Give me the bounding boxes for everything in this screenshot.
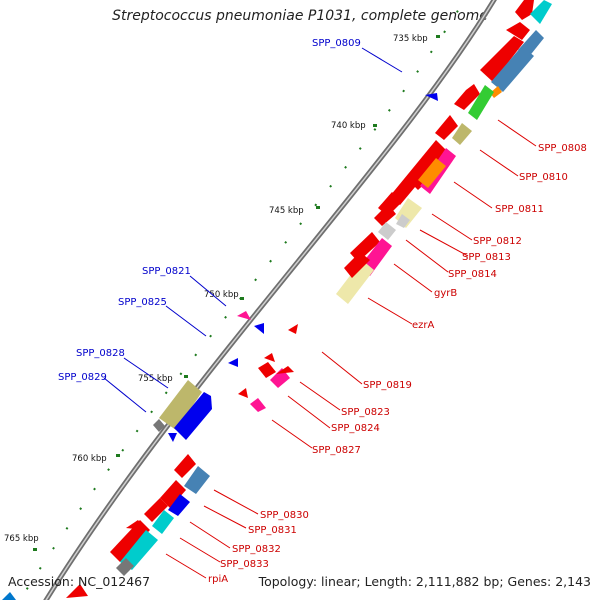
- gene-red: [506, 22, 530, 40]
- reverse-strand-features: [2, 0, 552, 600]
- gene-orange: [490, 86, 502, 98]
- tick-745: 745 kbp: [269, 206, 320, 216]
- gene-spp-0829b: [153, 419, 165, 432]
- gene-label-spp-0812[interactable]: SPP_0812: [473, 236, 522, 247]
- gene-spp-0821[interactable]: [237, 311, 251, 320]
- genome-backbone-highlight: [45, 0, 495, 600]
- tick-760: 760 kbp: [72, 454, 120, 464]
- gene-label-spp-0823[interactable]: SPP_0823: [341, 407, 390, 418]
- gene-label-spp-0810[interactable]: SPP_0810: [519, 172, 568, 183]
- gene-red: [454, 84, 480, 110]
- gene-label-spp-0809[interactable]: SPP_0809: [312, 38, 361, 49]
- gene-red: [126, 520, 146, 530]
- gene-cyan: [530, 0, 552, 24]
- gene-label-spp-0821[interactable]: SPP_0821: [142, 266, 191, 277]
- gene-spp-0826[interactable]: [228, 358, 238, 367]
- gene-red: [378, 192, 402, 216]
- gene-label-ezra[interactable]: ezrA: [412, 320, 435, 331]
- gene-label-spp-0813[interactable]: SPP_0813: [462, 252, 511, 263]
- gene-red: [160, 480, 186, 508]
- gene-spp-0832[interactable]: [152, 510, 174, 534]
- genome-summary: Topology: linear; Length: 2,111,882 bp; …: [258, 574, 591, 589]
- gene-spp-0819[interactable]: [288, 324, 298, 334]
- gene-red: [174, 454, 196, 478]
- gene-label-spp-0811[interactable]: SPP_0811: [495, 204, 544, 215]
- gene-rpia[interactable]: [116, 558, 134, 576]
- gene-spp-0828[interactable]: [159, 380, 202, 430]
- gene-red: [480, 36, 524, 82]
- gene-orange: [418, 158, 446, 188]
- gene-red: [110, 520, 150, 562]
- gene-label-spp-0824[interactable]: SPP_0824: [331, 423, 380, 434]
- tick-label: 760 kbp: [72, 454, 107, 464]
- gene-label-spp-0831[interactable]: SPP_0831: [248, 525, 297, 536]
- gene-spp-0809[interactable]: [425, 93, 438, 101]
- gene-blue: [491, 46, 534, 92]
- gene-label-spp-0827[interactable]: SPP_0827: [312, 445, 361, 456]
- forward-strand-features: [153, 93, 438, 442]
- gene-red: [515, 0, 534, 20]
- gene-red: [435, 115, 458, 140]
- tick-label: 740 kbp: [331, 121, 366, 131]
- reverse-leaders: [165, 119, 537, 579]
- gene-red: [238, 388, 248, 398]
- gene-red: [144, 498, 168, 522]
- gene-spp-0810[interactable]: [452, 123, 472, 145]
- gene-spp-0830[interactable]: [184, 466, 210, 494]
- tick-guide: [19, 0, 466, 600]
- gene-spp-0829[interactable]: [174, 392, 212, 440]
- gene-red: [276, 366, 294, 374]
- gene-red: [344, 252, 370, 278]
- gene-spp-0833[interactable]: [120, 530, 158, 570]
- tick-label: 745 kbp: [269, 206, 304, 216]
- tick-740: 740 kbp: [331, 121, 377, 131]
- tick-735: 735 kbp: [393, 34, 440, 44]
- gene-label-spp-0829[interactable]: SPP_0829: [58, 372, 107, 383]
- tick-label: 750 kbp: [204, 290, 239, 300]
- gene-spp-0808[interactable]: [468, 85, 494, 120]
- tick-755: 755 kbp: [138, 374, 188, 384]
- gene-label-rpia[interactable]: rpiA: [208, 574, 228, 585]
- tick-765: 765 kbp: [4, 534, 39, 551]
- gene-label-spp-0814[interactable]: SPP_0814: [448, 269, 497, 280]
- gene-spp-0825[interactable]: [254, 323, 264, 334]
- gene-label-spp-0833[interactable]: SPP_0833: [220, 559, 269, 570]
- tick-750: 750 kbp: [204, 290, 244, 300]
- gene-label-spp-0808[interactable]: SPP_0808: [538, 143, 587, 154]
- gene-label-spp-0828[interactable]: SPP_0828: [76, 348, 125, 359]
- forward-leaders: [103, 47, 403, 413]
- gene-label-spp-0832[interactable]: SPP_0832: [232, 544, 281, 555]
- gene-label-spp-0819[interactable]: SPP_0819: [363, 380, 412, 391]
- gene-label-spp-0825[interactable]: SPP_0825: [118, 297, 167, 308]
- map-title: Streptococcus pneumoniae P1031, complete…: [112, 8, 488, 24]
- gene-label-gyrb[interactable]: gyrB: [434, 288, 457, 299]
- gene-small-fwd: [168, 433, 177, 442]
- gene-blue: [2, 592, 16, 600]
- gene-spp-0827[interactable]: [250, 398, 266, 412]
- gene-spp-0813[interactable]: [396, 214, 410, 228]
- gene-red: [66, 584, 88, 598]
- tick-label: 735 kbp: [393, 34, 428, 44]
- tick-label: 765 kbp: [4, 534, 39, 544]
- gene-ezra[interactable]: [336, 260, 374, 304]
- gene-spp-0822: [264, 353, 275, 362]
- gene-spp-0823[interactable]: [258, 362, 276, 378]
- accession-label: Accession: NC_012467: [8, 574, 151, 589]
- gene-label-spp-0830[interactable]: SPP_0830: [260, 510, 309, 521]
- gene-spp-0831[interactable]: [168, 494, 190, 516]
- gene-spp-0814[interactable]: [378, 222, 396, 240]
